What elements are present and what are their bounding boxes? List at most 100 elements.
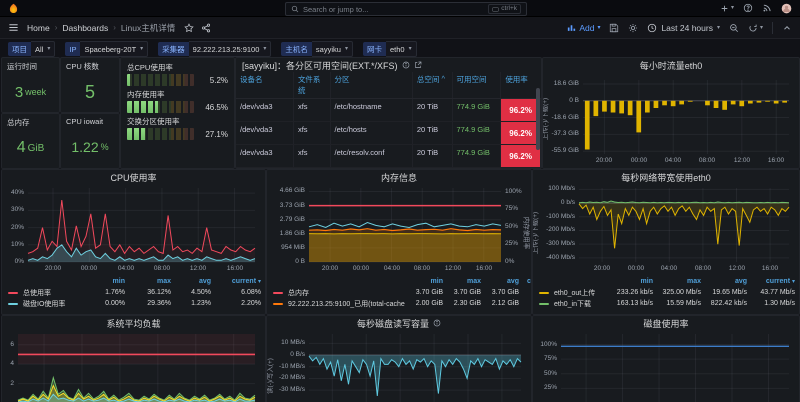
dashboard-toolbar: Home › Dashboards › Linux主机详情 Add ▾ Last … xyxy=(0,17,800,39)
new-item-button[interactable]: ▾ xyxy=(720,4,734,13)
variable-nic[interactable]: 网卡 eth0 ▾ xyxy=(362,41,417,57)
stat-title: CPU 核数 xyxy=(66,62,99,71)
stat-value: 3 week xyxy=(14,83,47,101)
breadcrumb-home[interactable]: Home xyxy=(27,22,50,33)
panel-title[interactable]: [sayyiku]：各分区可用空间(EXT.*/XFS) xyxy=(236,58,541,72)
col-total[interactable]: 总空间 ^ xyxy=(413,72,453,98)
add-button[interactable]: Add ▾ xyxy=(567,23,600,33)
legend-row: eth0_out上传 233.26 kb/s 325.00 Mb/s 19.65… xyxy=(539,287,795,298)
panel-hourly-traffic: 每小时流量eth0 上传(-)/下载(+) 18.6 GiB 0 B -18.6 G… xyxy=(542,57,800,169)
star-icon[interactable] xyxy=(184,22,194,33)
user-avatar[interactable] xyxy=(781,3,792,14)
series-name[interactable]: 总内存 xyxy=(288,289,309,297)
panel-memory-info: 内存信息 内存使用率 0 B 954 MiB 1.86 GiB 2.79 GiB 3.7… xyxy=(266,169,532,315)
network-bandwidth-chart[interactable]: 100 Mb/s 0 b/s -100 Mb/s -200 Mb/s -300 Mb/s… xyxy=(535,184,797,275)
network-legend: min max avg current ▾ eth0_out上传 233.26 … xyxy=(533,275,799,314)
variable-project[interactable]: 项目 All ▾ xyxy=(8,41,56,57)
series-name[interactable]: 磁盘IO使用率 xyxy=(23,300,66,308)
panel-title[interactable]: 每小时流量eth0 xyxy=(639,60,703,71)
refresh-icon[interactable]: ▾ xyxy=(748,23,763,33)
legend-row: 总内存 3.70 GiB 3.70 GiB 3.70 GiB xyxy=(273,287,527,298)
collapse-topbar-icon[interactable] xyxy=(782,23,792,33)
panel-uptime: 运行时间 3 week xyxy=(1,57,60,113)
dashboard-grid: 运行时间 3 week CPU 核数 5 总内存 4 GiB CPU iowait … xyxy=(0,57,800,402)
disk-usage-chart[interactable]: 25%50%75%100%20:0000:0004:0008:0012:0016… xyxy=(540,334,789,402)
dashboard-settings-icon[interactable] xyxy=(628,23,638,33)
zoom-out-time-icon[interactable] xyxy=(729,23,739,33)
memory-info-chart[interactable]: 0 B 954 MiB 1.86 GiB 2.79 GiB 3.73 GiB 4.66 G… xyxy=(279,187,522,272)
breadcrumb: Home › Dashboards › Linux主机详情 xyxy=(27,22,211,34)
grafana-logo-icon[interactable] xyxy=(8,3,19,14)
panel-title[interactable]: 内存信息 xyxy=(380,172,417,183)
right-y-axis-label: 内存使用率 xyxy=(521,216,529,250)
hourly-traffic-chart[interactable]: 18.6 GiB 0 B -18.6 GiB -37.3 GiB -55.9 GiB 20… xyxy=(545,72,797,168)
table-header: 设备名 文件系统 分区 总空间 ^ 可用空间 使用率 xyxy=(236,72,541,99)
usage-cell: 96.2% xyxy=(501,99,541,121)
stat-title: 总内存 xyxy=(7,118,30,127)
series-swatch xyxy=(273,302,283,305)
panel-cpu-iowait: CPU iowait 1.22% xyxy=(60,113,120,169)
table-row: /dev/vda3 xfs /etc/resolv.conf 20 TiB 77… xyxy=(236,145,541,168)
panel-total-memory: 总内存 4 GiB xyxy=(1,113,60,169)
col-mount[interactable]: 分区 xyxy=(331,72,413,98)
series-swatch xyxy=(539,302,549,305)
series-name[interactable]: 92.222.213.25:9100_已用(total-cache-buf-fr… xyxy=(288,300,405,308)
usage-cell: 96.2% xyxy=(501,145,541,167)
panel-title[interactable]: 磁盘使用率 xyxy=(643,318,689,329)
variable-ip[interactable]: IP Spaceberg-20T ▾ xyxy=(65,41,149,57)
gauge-bar xyxy=(127,128,194,140)
variable-hostname[interactable]: 主机名 sayyiku ▾ xyxy=(281,41,353,57)
col-fs[interactable]: 文件系统 xyxy=(294,72,331,98)
help-icon[interactable] xyxy=(743,3,753,13)
search-input[interactable]: Search or jump to... ctrl+k xyxy=(285,2,527,16)
legend-header: min max avg cur xyxy=(430,278,531,285)
y-axis-label: 上传(-)/下载(+) xyxy=(542,97,550,141)
time-range-picker[interactable]: Last 24 hours ▾ xyxy=(647,23,720,33)
share-icon[interactable] xyxy=(201,23,211,33)
series-name[interactable]: 总使用率 xyxy=(23,289,51,297)
y-axis-label: 读(-)/写入(+) xyxy=(266,358,274,394)
series-swatch xyxy=(273,291,283,294)
stat-title: CPU iowait xyxy=(66,117,104,126)
memory-legend: min max avg cur 总内存 3.70 GiB 3.70 GiB 3.… xyxy=(267,275,531,314)
stat-value: 4 GiB xyxy=(16,139,45,156)
panel-cpu-usage: CPU使用率 0% 10% 20% 30% 40% 20:00 00:00 04:00 08:0… xyxy=(1,169,266,315)
external-link-icon[interactable] xyxy=(414,61,422,69)
keyboard-shortcut-badge: ctrl+k xyxy=(488,4,521,14)
panel-title[interactable]: CPU使用率 xyxy=(110,172,157,183)
series-swatch xyxy=(539,291,549,294)
gauge-cpu-usage: 总CPU使用率 5.2% xyxy=(127,63,228,86)
panel-title[interactable]: 每秒磁盘读写容量 xyxy=(267,316,531,330)
y-axis-label: 上传(-)/下载(+) xyxy=(532,211,540,255)
news-rss-icon[interactable] xyxy=(762,3,772,13)
legend-row: 磁盘IO使用率 0.00% 29.36% 1.23% 2.20% xyxy=(8,298,261,309)
panel-title[interactable]: 每秒网络带宽使用eth0 xyxy=(621,172,711,183)
panel-usage-gauges: 总CPU使用率 5.2% 内存使用率 46.5% 交换分区使用率 27.1% xyxy=(120,57,235,169)
col-avail[interactable]: 可用空间 xyxy=(453,72,502,98)
col-device[interactable]: 设备名 xyxy=(236,72,294,98)
template-variables-bar: 项目 All ▾ IP Spaceberg-20T ▾ 采集器 92.222.213… xyxy=(0,39,800,59)
panel-title[interactable]: 系统平均负载 xyxy=(106,318,161,329)
series-name[interactable]: eth0_in下载 xyxy=(554,300,591,308)
disk-rw-chart[interactable]: 10 MB/s0 B/s-10 MB/s-20 MB/s-30 MB/s20:0… xyxy=(269,330,529,402)
search-icon xyxy=(291,5,299,13)
series-name[interactable]: eth0_out上传 xyxy=(554,289,596,297)
variable-collector[interactable]: 采集器 92.222.213.25:9100 ▾ xyxy=(158,41,272,57)
breadcrumb-current[interactable]: Linux主机详情 xyxy=(120,22,176,33)
panel-disk-rw: 每秒磁盘读写容量 读(-)/写入(+) 10 MB/s 0 B/s -10 MB/s… xyxy=(266,315,532,402)
menu-icon[interactable] xyxy=(8,22,19,33)
table-scrollbar[interactable] xyxy=(536,88,540,150)
save-dashboard-icon[interactable] xyxy=(609,23,619,33)
breadcrumb-dashboards[interactable]: Dashboards xyxy=(62,22,109,33)
info-icon[interactable] xyxy=(433,319,441,327)
table-row: /dev/vda3 xfs /etc/hostname 20 TiB 774.9… xyxy=(236,99,541,122)
info-icon[interactable] xyxy=(402,61,410,69)
stat-title: 运行时间 xyxy=(7,62,37,71)
table-row: /dev/vda3 xfs /etc/hosts 20 TiB 774.9 Gi… xyxy=(236,122,541,145)
col-usage[interactable]: 使用率 xyxy=(505,75,528,84)
panel-disk-usage: 磁盘使用率 25%50%75%100%20:0000:0004:0008:001… xyxy=(532,315,800,402)
cpu-usage-chart[interactable]: 0% 10% 20% 30% 40% 20:00 00:00 04:00 08:00 12:00 1… xyxy=(4,184,263,275)
